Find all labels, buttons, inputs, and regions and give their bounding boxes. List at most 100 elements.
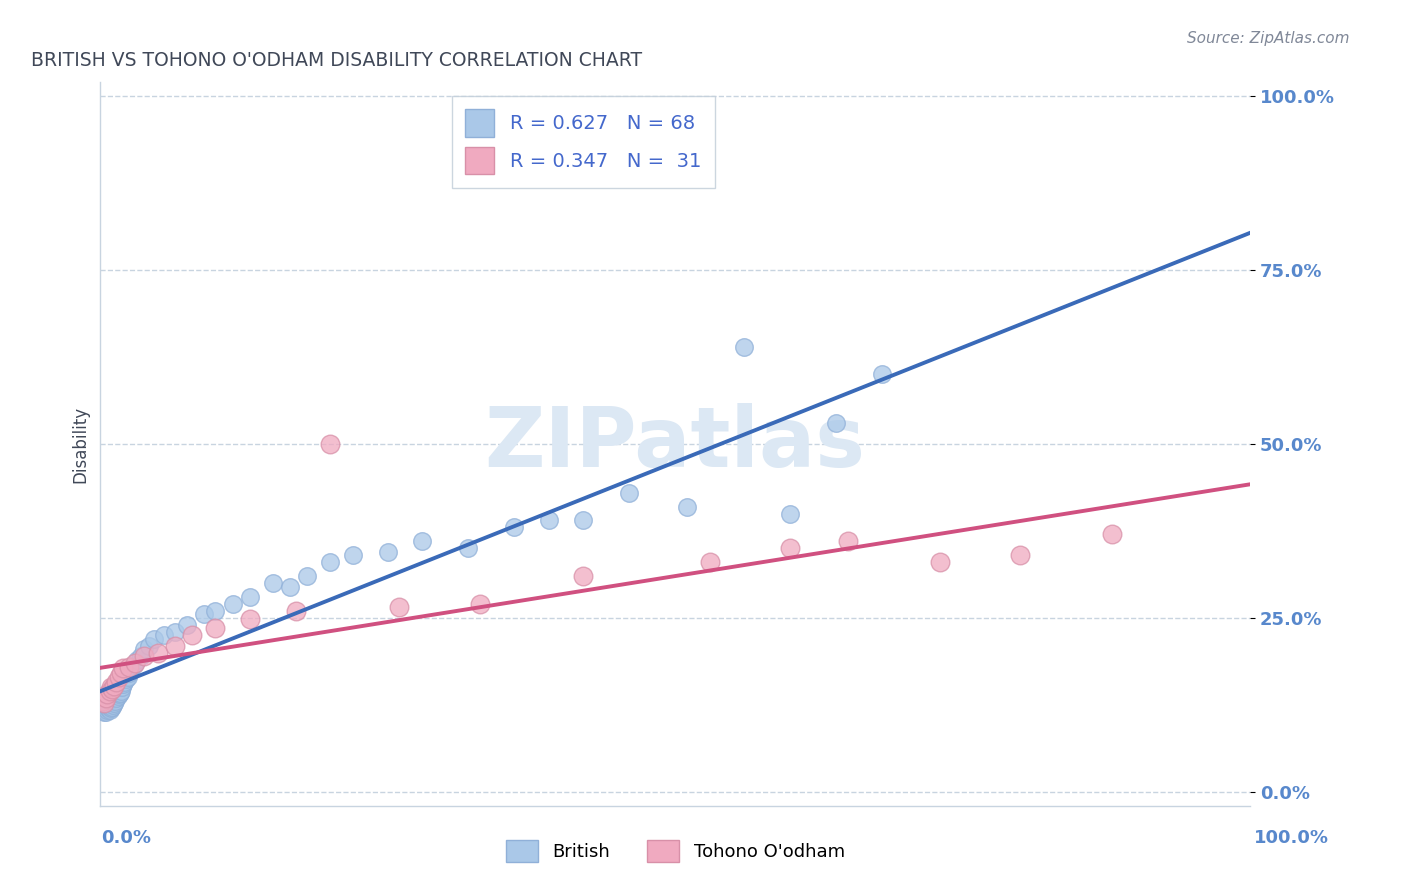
Point bbox=[733, 340, 755, 354]
Point bbox=[825, 416, 848, 430]
Point bbox=[1010, 548, 1032, 562]
Point bbox=[93, 696, 115, 710]
Point bbox=[108, 686, 131, 700]
Point bbox=[132, 649, 155, 664]
Point bbox=[779, 541, 801, 556]
Point bbox=[132, 642, 155, 657]
Point bbox=[176, 617, 198, 632]
Point bbox=[103, 679, 125, 693]
Point bbox=[239, 612, 262, 626]
Point bbox=[388, 600, 411, 615]
Point bbox=[101, 698, 124, 712]
Point bbox=[114, 672, 136, 686]
Point bbox=[94, 703, 117, 717]
Point bbox=[96, 699, 118, 714]
Point bbox=[118, 666, 141, 681]
Point bbox=[118, 659, 141, 673]
Point bbox=[138, 639, 160, 653]
Point bbox=[239, 590, 262, 604]
Point bbox=[107, 687, 129, 701]
Point bbox=[572, 514, 595, 528]
Point bbox=[143, 632, 166, 646]
Point bbox=[93, 705, 115, 719]
Point bbox=[101, 696, 124, 710]
Point bbox=[98, 684, 121, 698]
Point bbox=[146, 646, 169, 660]
Point bbox=[124, 656, 146, 670]
Point bbox=[411, 534, 433, 549]
Point bbox=[457, 541, 479, 556]
Point bbox=[104, 694, 127, 708]
Point bbox=[699, 555, 721, 569]
Point bbox=[870, 368, 893, 382]
Point bbox=[377, 545, 399, 559]
Point bbox=[262, 576, 284, 591]
Point bbox=[779, 507, 801, 521]
Point bbox=[107, 670, 129, 684]
Point bbox=[129, 649, 152, 664]
Point bbox=[114, 674, 136, 689]
Point bbox=[100, 698, 122, 712]
Point bbox=[165, 639, 187, 653]
Y-axis label: Disability: Disability bbox=[72, 406, 89, 483]
Point bbox=[221, 597, 243, 611]
Point bbox=[103, 692, 125, 706]
Point bbox=[193, 607, 215, 622]
Point bbox=[107, 689, 129, 703]
Legend: R = 0.627   N = 68, R = 0.347   N =  31: R = 0.627 N = 68, R = 0.347 N = 31 bbox=[451, 95, 714, 187]
Point bbox=[103, 696, 125, 710]
Point bbox=[112, 661, 135, 675]
Text: 100.0%: 100.0% bbox=[1254, 829, 1329, 847]
Point bbox=[120, 661, 142, 675]
Point bbox=[619, 485, 641, 500]
Point bbox=[342, 548, 364, 562]
Point bbox=[97, 698, 120, 712]
Point bbox=[122, 658, 145, 673]
Point bbox=[117, 670, 139, 684]
Point bbox=[107, 681, 129, 696]
Point bbox=[94, 690, 117, 705]
Point bbox=[297, 569, 319, 583]
Point bbox=[468, 597, 491, 611]
Point bbox=[97, 701, 120, 715]
Point bbox=[537, 514, 560, 528]
Point bbox=[98, 703, 121, 717]
Point bbox=[837, 534, 859, 549]
Point bbox=[1101, 527, 1123, 541]
Point bbox=[108, 681, 131, 695]
Point bbox=[110, 677, 132, 691]
Text: Source: ZipAtlas.com: Source: ZipAtlas.com bbox=[1187, 31, 1350, 46]
Point bbox=[91, 701, 114, 715]
Point bbox=[181, 628, 204, 642]
Point bbox=[204, 604, 226, 618]
Point bbox=[94, 705, 117, 719]
Point bbox=[111, 681, 134, 695]
Point bbox=[98, 699, 121, 714]
Point bbox=[105, 690, 128, 705]
Point bbox=[152, 628, 174, 642]
Point bbox=[675, 500, 697, 514]
Point bbox=[107, 685, 129, 699]
Point bbox=[319, 437, 342, 451]
Point bbox=[112, 677, 135, 691]
Point bbox=[94, 701, 117, 715]
Point bbox=[165, 624, 187, 639]
Point bbox=[96, 687, 118, 701]
Point bbox=[110, 684, 132, 698]
Point bbox=[105, 687, 128, 701]
Point bbox=[572, 569, 595, 583]
Point bbox=[94, 699, 117, 714]
Point bbox=[100, 681, 122, 695]
Point bbox=[928, 555, 950, 569]
Point bbox=[100, 701, 122, 715]
Text: 0.0%: 0.0% bbox=[101, 829, 152, 847]
Point bbox=[204, 621, 226, 635]
Point bbox=[101, 694, 124, 708]
Point bbox=[101, 681, 124, 696]
Point bbox=[96, 703, 118, 717]
Point bbox=[91, 694, 114, 708]
Point bbox=[284, 604, 307, 618]
Point bbox=[105, 674, 128, 689]
Point bbox=[101, 699, 124, 714]
Point bbox=[319, 555, 342, 569]
